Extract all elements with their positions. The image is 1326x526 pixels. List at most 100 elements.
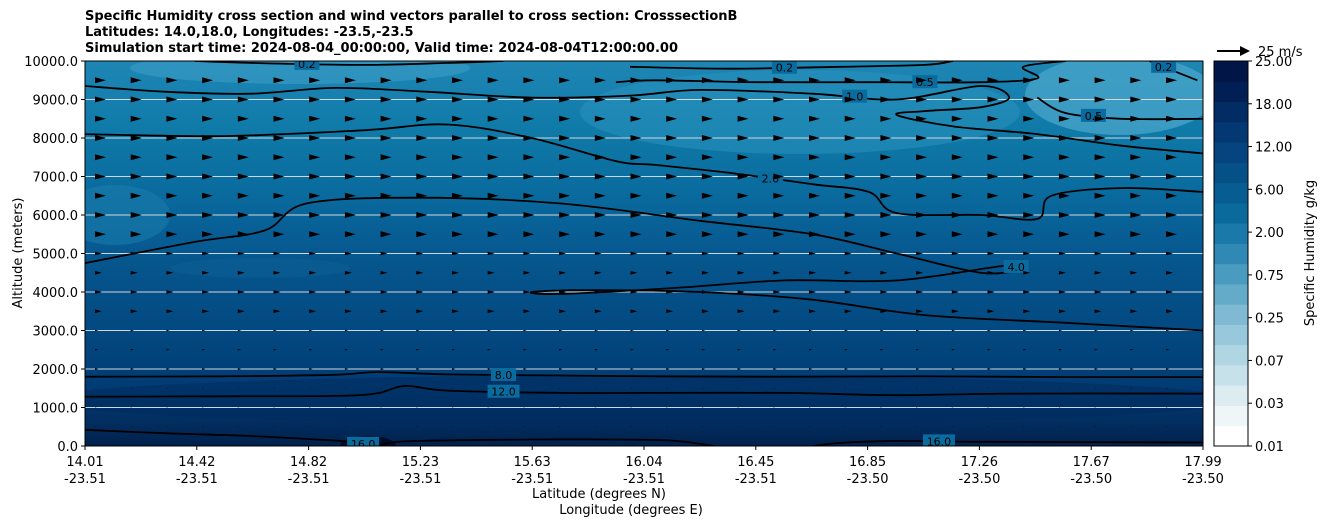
wind-vector [237, 173, 249, 180]
wind-vector [1094, 349, 1099, 351]
grid-lines [85, 99, 1203, 408]
wind-vector [1166, 115, 1177, 122]
wind-vector [951, 231, 963, 238]
contour-label-bg [487, 384, 520, 398]
wind-vector [130, 368, 135, 370]
wind-vector [559, 192, 571, 199]
y-tick-label: 0.0 [57, 440, 78, 455]
wind-vector [1130, 251, 1138, 256]
wind-vector [1094, 329, 1099, 332]
wind-vector [737, 96, 749, 103]
x-tick-label-lon: -23.50 [1070, 472, 1112, 487]
wind-vector [809, 77, 820, 84]
wind-vector [344, 426, 347, 427]
wind-vector [737, 115, 749, 122]
wind-vector [809, 426, 811, 427]
wind-vector [594, 96, 606, 103]
wind-vector [416, 388, 419, 389]
wind-vector [416, 329, 420, 332]
colorbar-segment [1214, 202, 1248, 224]
wind-vector [809, 115, 820, 122]
wind-vector [594, 426, 597, 427]
wind-vector [701, 368, 706, 370]
wind-vector [630, 290, 638, 294]
wind-vector [916, 368, 920, 370]
wind-vector [130, 192, 142, 199]
wind-vector [737, 192, 749, 199]
wind-vector [773, 96, 785, 103]
wind-vector [416, 270, 424, 275]
colorbar-tick-label: 6.00 [1255, 183, 1284, 198]
contour-label: 0.5 [1085, 110, 1103, 123]
wind-vector [844, 231, 856, 238]
wind-vector [1094, 309, 1102, 314]
colorbar-tick-label: 0.01 [1255, 440, 1284, 455]
wind-vector [130, 329, 135, 332]
wind-vector [1023, 231, 1035, 238]
colorbar-frame [1213, 60, 1249, 447]
wind-vector [273, 115, 285, 122]
wind-vector [666, 154, 678, 161]
wind-vector [487, 115, 499, 122]
wind-vector [273, 192, 285, 199]
wind-vector [844, 96, 856, 103]
wind-vector [202, 290, 210, 294]
wind-vector [1166, 329, 1170, 332]
wind-vector [916, 251, 924, 256]
wind-vector [273, 212, 285, 218]
wind-vector [987, 426, 990, 427]
wind-vector [880, 115, 892, 122]
wind-vector [166, 192, 178, 199]
wind-vector [809, 192, 820, 199]
contour-line [85, 196, 1203, 332]
wind-vector [844, 329, 849, 332]
wind-vector [166, 329, 170, 332]
colorbar-segment [1214, 162, 1248, 184]
wind-vector [594, 388, 597, 389]
wind-vector [487, 349, 492, 351]
colorbar-segment [1214, 344, 1248, 366]
wind-vector [630, 135, 642, 141]
wind-vector [416, 231, 428, 238]
wind-vector [987, 212, 999, 218]
wind-vector [987, 115, 999, 122]
wind-vector [452, 251, 459, 256]
wind-vector [416, 192, 428, 199]
x-tick-label-lon: -23.51 [176, 472, 218, 487]
wind-vector [773, 231, 785, 238]
wind-vector [202, 388, 204, 389]
wind-vector [344, 231, 356, 238]
wind-vector [737, 426, 740, 427]
wind-vector [309, 154, 321, 161]
title-line-1: Specific Humidity cross section and wind… [85, 9, 738, 24]
wind-vector [809, 349, 813, 351]
wind-vector [737, 290, 745, 294]
wind-vector [630, 270, 638, 275]
wind-vector [701, 329, 706, 332]
colorbar-tick-label: 0.25 [1255, 312, 1284, 327]
wind-vector [523, 173, 535, 180]
colorbar-segment [1214, 243, 1248, 265]
wind-vector [666, 192, 678, 199]
wind-vector [487, 231, 499, 238]
wind-vector [594, 349, 599, 351]
wind-vector [416, 426, 419, 427]
wind-vector [773, 270, 781, 275]
wind-vector [202, 173, 214, 180]
wind-vector [1130, 349, 1134, 351]
wind-vector [1094, 173, 1106, 180]
wind-vector [416, 135, 428, 141]
wind-vector [630, 154, 642, 161]
wind-vector [1166, 426, 1168, 427]
contour-label: 16.0 [927, 435, 952, 448]
colorbar-segment [1214, 263, 1248, 285]
wind-vector [1130, 115, 1142, 122]
wind-vector [594, 135, 606, 141]
wind-vector [523, 270, 531, 275]
wind-vector [237, 270, 245, 275]
wind-vector [559, 231, 571, 238]
contour-label: 0.2 [298, 58, 316, 71]
wind-vector [737, 231, 749, 238]
wind-vector [452, 212, 463, 218]
wind-vector [1058, 96, 1070, 103]
